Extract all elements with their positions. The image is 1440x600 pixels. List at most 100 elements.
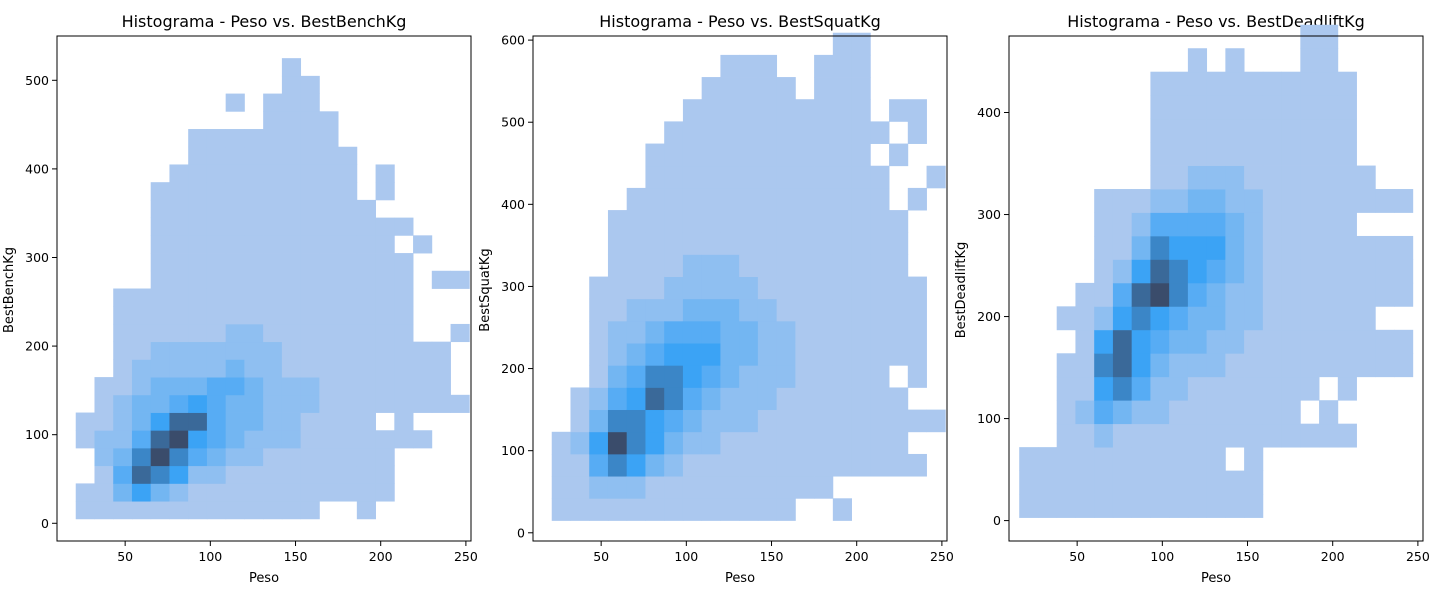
histogram-cell [1319,235,1339,260]
histogram-cell [356,270,376,289]
histogram-cell [1206,306,1226,331]
histogram-cell [413,359,433,378]
histogram-cell [1337,306,1357,331]
histogram-cell [682,232,703,255]
histogram-cell [701,498,721,521]
histogram-cell [356,359,376,378]
y-tick-label: 300 [25,250,49,265]
histogram-cell [626,498,646,521]
histogram-cell [1262,423,1282,448]
histogram-cell [281,430,302,449]
histogram-cell [1075,376,1095,401]
histogram-cell [832,32,852,56]
histogram-cell [739,187,759,211]
histogram-cell [394,377,414,396]
histogram-cell [589,498,609,521]
histogram-cell [1187,142,1208,166]
histogram-cell [1206,282,1226,307]
histogram-cell [907,99,927,122]
histogram-cell [338,253,358,272]
histogram-cell [244,501,264,520]
histogram-cell [113,288,133,307]
histogram-cell [1244,118,1264,143]
histogram-cell [1131,494,1151,518]
histogram-cell [263,253,283,272]
histogram-cell [206,182,227,201]
histogram-cell [701,343,721,366]
y-tick-label: 200 [977,309,1001,324]
histogram-cell [281,377,302,396]
histogram-cell [131,341,152,360]
histogram-cell [300,129,320,148]
histogram-cell [375,359,395,378]
histogram-cell [776,453,796,477]
histogram-cell [1112,376,1133,401]
histogram-cell [1187,376,1208,401]
histogram-cell [188,323,208,343]
x-tick-label: 50 [1069,549,1085,564]
histogram-cell [1319,353,1339,378]
histogram-cell [206,430,227,449]
histogram-cell [263,93,283,112]
histogram-cell [281,483,302,502]
histogram-cell [375,341,395,360]
histogram-cell [645,453,665,477]
histogram-cell [225,182,245,201]
histogram-cell [589,298,609,322]
histogram-cell [431,270,451,289]
histogram-cell [814,365,834,388]
histogram-cell [281,465,302,484]
histogram-cell [263,164,283,183]
x-tick-label: 250 [930,549,954,564]
histogram-cell [814,210,834,233]
histogram-cell [450,394,470,413]
histogram-cell [356,217,376,236]
histogram-cell [188,465,208,484]
histogram-cell [720,343,740,366]
histogram-cell [281,447,302,467]
histogram-cell [870,187,890,211]
histogram-cell [131,465,152,484]
histogram-cell [281,501,302,520]
histogram-cell [626,343,646,366]
histogram-cell [1337,235,1357,260]
histogram-cell [131,501,152,520]
histogram-cell [319,323,339,343]
histogram-cell [263,111,283,130]
histogram-cell [1356,329,1376,354]
histogram-cell [570,476,590,499]
histogram-cell [338,146,358,165]
histogram-cell [281,164,302,183]
histogram-cell [375,394,395,413]
histogram-cell [626,476,646,499]
histogram-cell [682,431,703,455]
histogram-cell [1337,118,1357,143]
histogram-cell [1244,165,1264,190]
histogram-cell [113,323,133,343]
histogram-cell [300,75,320,94]
histogram-cell [645,254,665,277]
histogram-cell [225,483,245,502]
histogram-cell [570,498,590,521]
histogram-cell [682,121,703,144]
histogram-cell [814,232,834,255]
y-axis-label: BestBenchKg [2,247,17,333]
histogram-cell [1187,306,1208,331]
histogram-cell [1262,353,1282,378]
histogram-cell [776,143,796,167]
histogram-cell [589,453,609,477]
histogram-cell [776,320,796,344]
histogram-cell [1037,470,1058,495]
histogram-cell [776,387,796,411]
histogram-cell [626,431,646,455]
histogram-cell [244,412,264,431]
histogram-cell [832,365,852,388]
x-tick-label: 50 [117,549,133,564]
histogram-cell [113,501,133,520]
x-axis-label: Peso [249,571,279,586]
histogram-cell [1244,376,1264,401]
histogram-cell [244,146,264,165]
histogram-cell [1187,165,1208,190]
histogram-cell [851,32,871,56]
histogram-cell [720,320,740,344]
